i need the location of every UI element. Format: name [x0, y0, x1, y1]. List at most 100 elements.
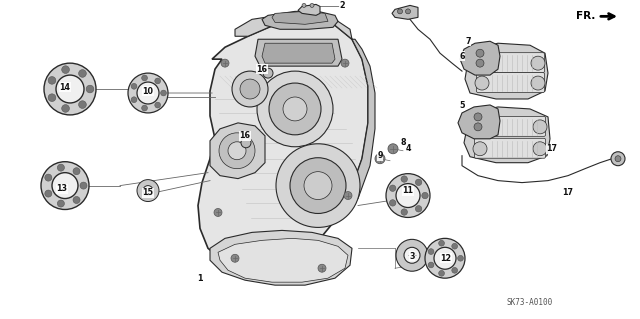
Circle shape — [476, 59, 484, 67]
Circle shape — [473, 120, 487, 134]
Circle shape — [45, 174, 52, 181]
Circle shape — [58, 200, 65, 207]
Polygon shape — [460, 41, 500, 75]
Polygon shape — [262, 11, 338, 29]
Polygon shape — [218, 238, 348, 282]
Circle shape — [475, 56, 489, 70]
Circle shape — [86, 85, 94, 93]
Text: 17: 17 — [563, 188, 573, 197]
Circle shape — [404, 247, 420, 263]
Circle shape — [155, 102, 161, 108]
Circle shape — [231, 254, 239, 262]
Text: 15: 15 — [143, 188, 154, 197]
Circle shape — [276, 144, 360, 227]
Circle shape — [406, 9, 410, 14]
Circle shape — [290, 158, 346, 213]
Circle shape — [131, 84, 137, 89]
Text: 14: 14 — [60, 83, 70, 92]
Text: 16: 16 — [257, 65, 268, 74]
Circle shape — [422, 192, 428, 199]
Circle shape — [61, 66, 69, 73]
Circle shape — [425, 238, 465, 278]
Circle shape — [396, 184, 420, 207]
FancyBboxPatch shape — [474, 116, 545, 136]
Text: 2: 2 — [339, 1, 345, 10]
Circle shape — [241, 138, 251, 148]
Polygon shape — [392, 5, 418, 19]
Circle shape — [401, 176, 408, 182]
Circle shape — [141, 75, 147, 81]
Circle shape — [80, 182, 87, 189]
Text: 6: 6 — [460, 52, 465, 61]
Circle shape — [341, 59, 349, 67]
Circle shape — [263, 68, 273, 78]
Circle shape — [52, 173, 78, 198]
Circle shape — [137, 180, 159, 202]
Circle shape — [476, 49, 484, 57]
Circle shape — [141, 105, 147, 111]
Polygon shape — [465, 43, 548, 99]
Polygon shape — [458, 105, 500, 139]
Circle shape — [161, 90, 166, 96]
Circle shape — [283, 97, 307, 121]
Circle shape — [452, 243, 458, 249]
Polygon shape — [210, 123, 265, 179]
Polygon shape — [210, 230, 352, 285]
Circle shape — [533, 142, 547, 156]
Circle shape — [386, 174, 430, 218]
Circle shape — [390, 185, 396, 191]
FancyBboxPatch shape — [474, 138, 545, 158]
Circle shape — [531, 56, 545, 70]
Circle shape — [58, 164, 65, 171]
Polygon shape — [255, 39, 342, 66]
Circle shape — [475, 76, 489, 90]
Circle shape — [56, 75, 84, 103]
Circle shape — [228, 142, 246, 160]
Circle shape — [214, 209, 222, 217]
FancyBboxPatch shape — [477, 53, 545, 73]
Circle shape — [302, 4, 306, 7]
Circle shape — [396, 239, 428, 271]
Circle shape — [44, 63, 96, 115]
Circle shape — [474, 113, 482, 121]
Circle shape — [533, 120, 547, 134]
Circle shape — [438, 271, 444, 276]
Circle shape — [434, 247, 456, 269]
Polygon shape — [198, 21, 368, 268]
Text: 9: 9 — [377, 151, 383, 160]
Polygon shape — [262, 43, 335, 63]
Circle shape — [143, 186, 153, 196]
Polygon shape — [272, 11, 328, 24]
Circle shape — [155, 78, 161, 84]
Circle shape — [415, 179, 422, 186]
Circle shape — [257, 71, 333, 147]
Circle shape — [310, 4, 314, 7]
Circle shape — [452, 267, 458, 273]
Circle shape — [232, 71, 268, 107]
Circle shape — [61, 105, 69, 112]
Circle shape — [221, 59, 229, 67]
Circle shape — [45, 190, 52, 197]
Circle shape — [401, 209, 408, 215]
Circle shape — [48, 94, 56, 101]
Circle shape — [269, 83, 321, 135]
Text: 16: 16 — [239, 131, 250, 140]
Polygon shape — [298, 4, 320, 15]
Circle shape — [390, 200, 396, 206]
Circle shape — [137, 82, 159, 104]
Text: 11: 11 — [403, 186, 413, 195]
Circle shape — [128, 73, 168, 113]
Circle shape — [344, 192, 352, 199]
Circle shape — [41, 162, 89, 210]
Circle shape — [531, 76, 545, 90]
Circle shape — [458, 256, 463, 261]
Circle shape — [611, 152, 625, 166]
Circle shape — [415, 206, 422, 212]
Text: 4: 4 — [405, 144, 411, 153]
Text: 10: 10 — [143, 86, 154, 95]
Circle shape — [219, 133, 255, 169]
Circle shape — [474, 123, 482, 131]
Circle shape — [438, 240, 444, 246]
Circle shape — [79, 70, 86, 77]
Circle shape — [240, 79, 260, 99]
